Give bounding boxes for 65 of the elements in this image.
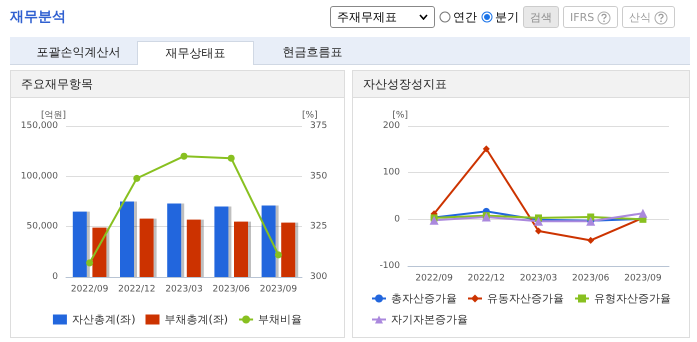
- x-tick-label: 2022/09: [70, 284, 109, 294]
- y2-tick-label: 375: [310, 121, 328, 131]
- x-tick-label: 2023/03: [165, 284, 203, 294]
- bar: [234, 222, 248, 277]
- bar: [92, 228, 106, 277]
- point: [430, 216, 439, 225]
- bar: [72, 212, 87, 277]
- legend-label: 자기자본증가율: [391, 313, 468, 326]
- point: [180, 152, 188, 160]
- x-tick-label: 2023/06: [572, 274, 610, 284]
- bar: [167, 204, 182, 277]
- x-tick-label: 2023/03: [520, 274, 558, 284]
- text: 포괄손익계산서: [36, 44, 122, 61]
- y-tick-label: 0: [394, 214, 400, 224]
- point: [638, 208, 648, 218]
- y2-axis-title: [%]: [302, 110, 318, 120]
- bar: [120, 202, 134, 277]
- x-tick-label: 2023/06: [212, 284, 250, 294]
- x-tick-label: 2022/09: [415, 274, 454, 284]
- bar: [262, 206, 276, 277]
- text: 재무분석: [10, 8, 66, 26]
- point: [86, 259, 94, 266]
- y-tick-label: 50,000: [26, 222, 58, 232]
- y-tick-label: -100: [380, 261, 400, 271]
- point: [228, 154, 235, 162]
- x-tick-label: 2022/12: [468, 274, 505, 284]
- y2-tick-label: 300: [310, 272, 328, 282]
- y-tick-label: 100: [382, 168, 400, 178]
- text: 검색: [523, 6, 559, 28]
- legend-label: 유동자산증가율: [487, 292, 564, 305]
- point: [274, 251, 282, 258]
- text: 분기: [494, 8, 519, 26]
- legend-label: 부채총계(좌): [164, 313, 228, 326]
- text: 연간: [452, 8, 477, 26]
- x-tick-label: 2023/09: [624, 274, 662, 284]
- x-tick-label: 2022/12: [118, 284, 156, 294]
- text: 산식: [622, 6, 676, 28]
- y2-tick-label: 325: [310, 222, 328, 232]
- text: 주재무제표: [337, 8, 397, 26]
- bar: [214, 206, 228, 277]
- y-axis-title: [억원]: [40, 110, 66, 120]
- bar: [186, 220, 201, 277]
- y-axis-title: [%]: [392, 110, 408, 120]
- bar: [281, 222, 296, 277]
- point: [133, 174, 140, 182]
- legend-label: 부채비율: [258, 313, 302, 326]
- point: [535, 228, 542, 234]
- text: 재무상태표: [137, 41, 254, 65]
- y2-tick-label: 350: [310, 171, 328, 182]
- text: IFRS: [563, 6, 618, 28]
- point: [587, 236, 594, 244]
- y-tick-label: 0: [52, 272, 58, 282]
- x-tick-label: 2023/09: [260, 284, 298, 294]
- y-tick-label: 150,000: [20, 121, 58, 131]
- y-tick-label: 200: [382, 121, 400, 131]
- text: 현금흐름표: [282, 44, 344, 61]
- chart-title: 주요재무항목: [11, 71, 344, 98]
- legend-label: 유형자산증가율: [594, 292, 671, 305]
- point: [534, 216, 543, 226]
- legend-label: 자산총계(좌): [72, 313, 136, 326]
- chart-title: 자산성장성지표: [353, 71, 689, 98]
- point: [482, 145, 490, 152]
- bar: [140, 218, 154, 277]
- y-tick-label: 100,000: [20, 171, 58, 182]
- legend-label: 총자산증가율: [391, 292, 457, 305]
